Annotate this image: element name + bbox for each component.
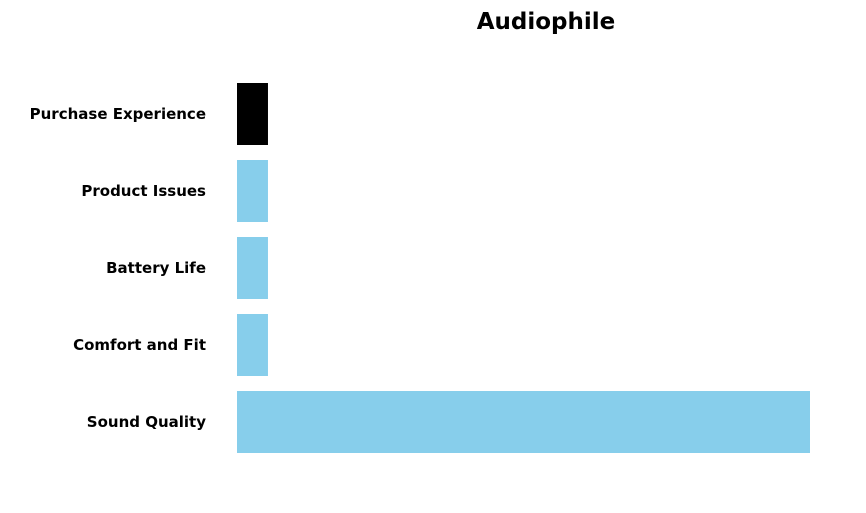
bar-product-issues <box>237 160 268 222</box>
bar-sound-quality <box>237 391 810 453</box>
category-label-purchase-experience: Purchase Experience <box>30 105 206 123</box>
category-label-battery-life: Battery Life <box>106 259 206 277</box>
category-label-sound-quality: Sound Quality <box>87 413 206 431</box>
chart-title: Audiophile <box>477 9 616 35</box>
bars-group <box>237 83 810 453</box>
bar-comfort-and-fit <box>237 314 268 376</box>
category-labels: Sound Quality Comfort and Fit Battery Life… <box>30 105 207 431</box>
category-label-comfort-and-fit: Comfort and Fit <box>73 336 206 354</box>
category-label-product-issues: Product Issues <box>81 182 206 200</box>
bar-battery-life <box>237 237 268 299</box>
bar-purchase-experience <box>237 83 268 145</box>
